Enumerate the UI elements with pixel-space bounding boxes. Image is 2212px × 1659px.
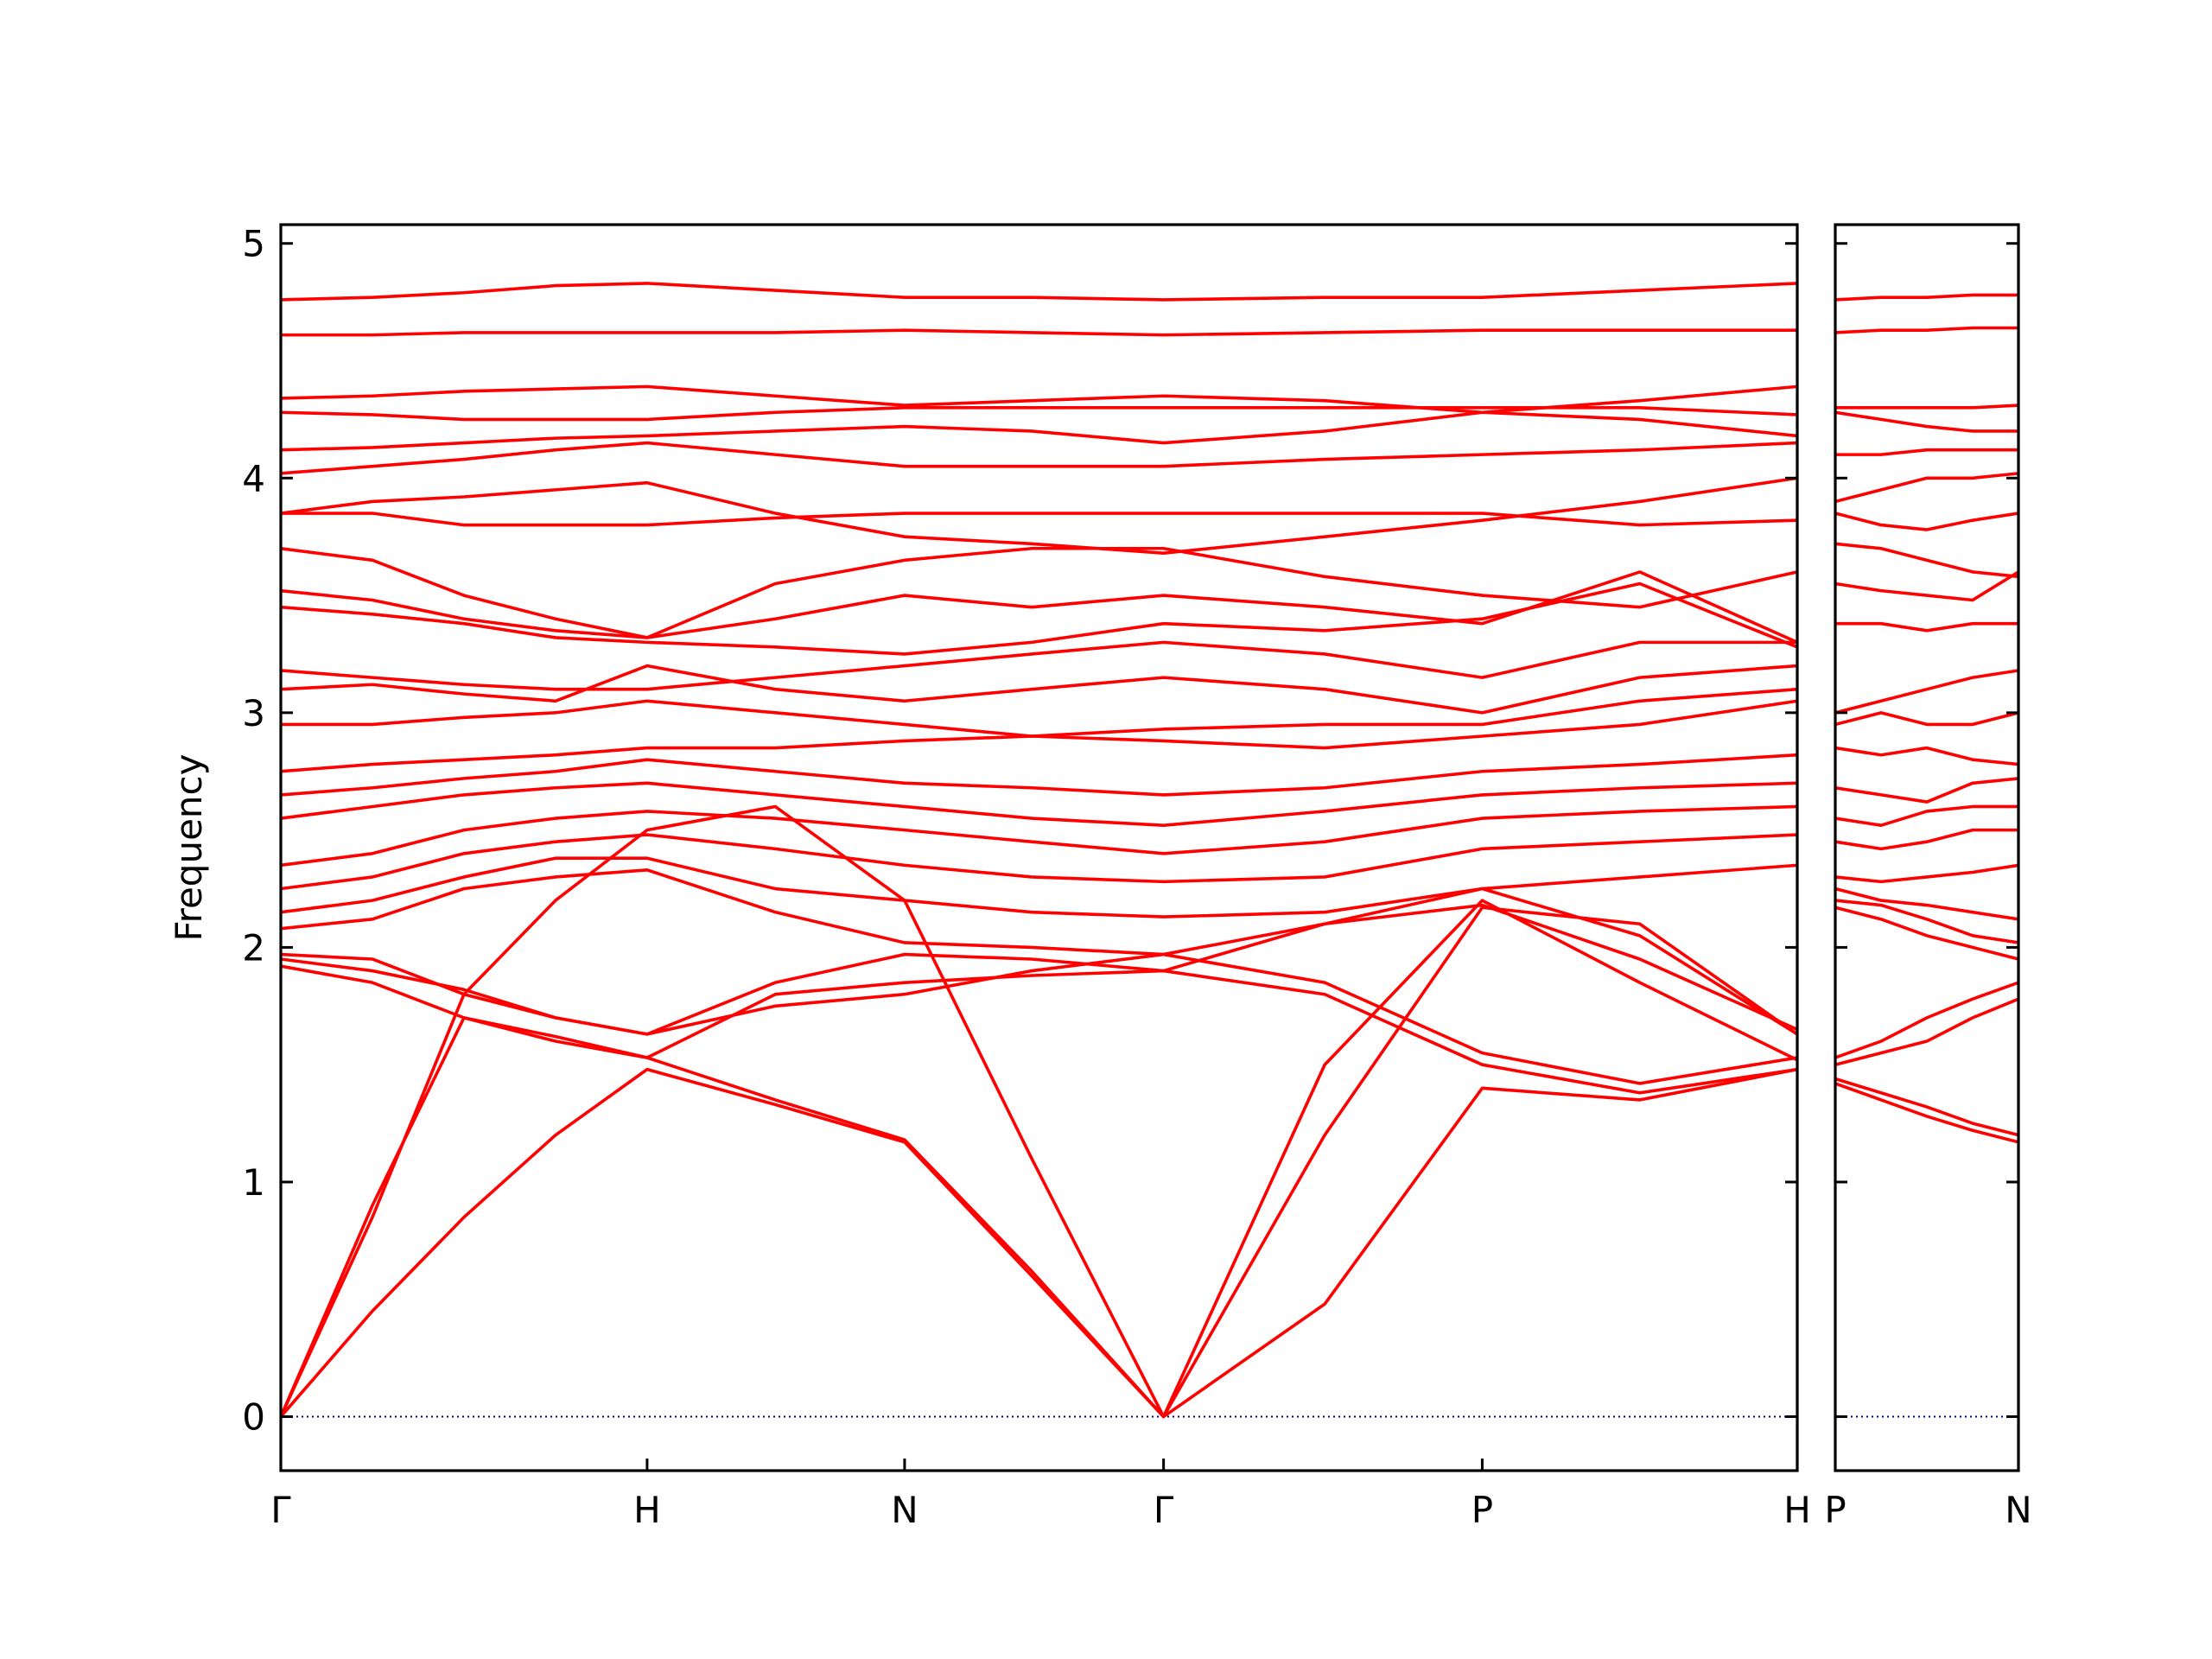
band-line — [281, 664, 1797, 715]
band-line — [1835, 542, 2018, 579]
y-tick-label: 5 — [242, 223, 265, 265]
band-line — [281, 512, 1797, 527]
y-tick-label: 0 — [242, 1396, 265, 1439]
band-line — [1835, 512, 2018, 531]
y-axis-label: Frequency — [168, 754, 210, 942]
band-line — [281, 385, 1797, 415]
band-line — [281, 753, 1797, 797]
x-tick-label: N — [891, 1489, 918, 1531]
band-line — [281, 640, 1797, 691]
band-line — [281, 476, 1797, 555]
y-tick-label: 3 — [242, 692, 265, 734]
y-tick-label: 1 — [242, 1161, 265, 1204]
band-line — [281, 781, 1797, 827]
band-line — [1835, 326, 2018, 334]
band-line — [1835, 404, 2018, 410]
band-line — [1835, 804, 2018, 827]
x-tick-label: H — [633, 1489, 661, 1531]
band-line — [1835, 711, 2018, 727]
band-line — [1835, 669, 2018, 715]
band-line — [1835, 746, 2018, 766]
band-line — [281, 804, 1797, 868]
band-line — [1835, 293, 2018, 302]
x-tick-label: N — [2005, 1489, 2031, 1531]
band-line — [281, 868, 1797, 1032]
band-line — [281, 570, 1797, 645]
x-tick-label: H — [1783, 1489, 1811, 1531]
band-line — [1835, 981, 2018, 1059]
band-line — [281, 856, 1797, 918]
band-line — [281, 441, 1797, 475]
band-line — [1835, 777, 2018, 804]
band-line — [1835, 997, 2018, 1066]
band-line — [1835, 887, 2018, 921]
band-line — [1835, 1077, 2018, 1137]
band-line — [281, 833, 1797, 891]
band-line — [1835, 899, 2018, 944]
band-line — [281, 582, 1797, 656]
band-line — [281, 546, 1797, 639]
band-line — [281, 282, 1797, 302]
band-line — [1835, 1082, 2018, 1144]
band-line — [1835, 472, 2018, 504]
band-line — [1835, 906, 2018, 961]
band-line — [281, 406, 1797, 422]
band-line — [1835, 621, 2018, 632]
band-line — [281, 952, 1797, 1085]
x-tick-label: Γ — [270, 1489, 291, 1531]
plot-frame — [1834, 223, 2020, 1472]
plot-frame — [279, 223, 1799, 1472]
band-line — [1835, 828, 2018, 851]
x-tick-label: Γ — [1154, 1489, 1174, 1531]
y-tick-label: 2 — [242, 926, 265, 969]
band-line — [1835, 863, 2018, 884]
band-line — [281, 964, 1797, 1095]
band-line — [281, 1067, 1797, 1419]
x-tick-label: P — [1824, 1489, 1846, 1531]
y-tick-label: 4 — [242, 457, 265, 499]
band-line — [1835, 410, 2018, 433]
band-line — [281, 687, 1797, 738]
band-line — [1835, 570, 2018, 602]
band-line — [281, 328, 1797, 337]
band-line — [1835, 448, 2018, 456]
band-line — [281, 699, 1797, 773]
x-tick-label: P — [1471, 1489, 1493, 1531]
